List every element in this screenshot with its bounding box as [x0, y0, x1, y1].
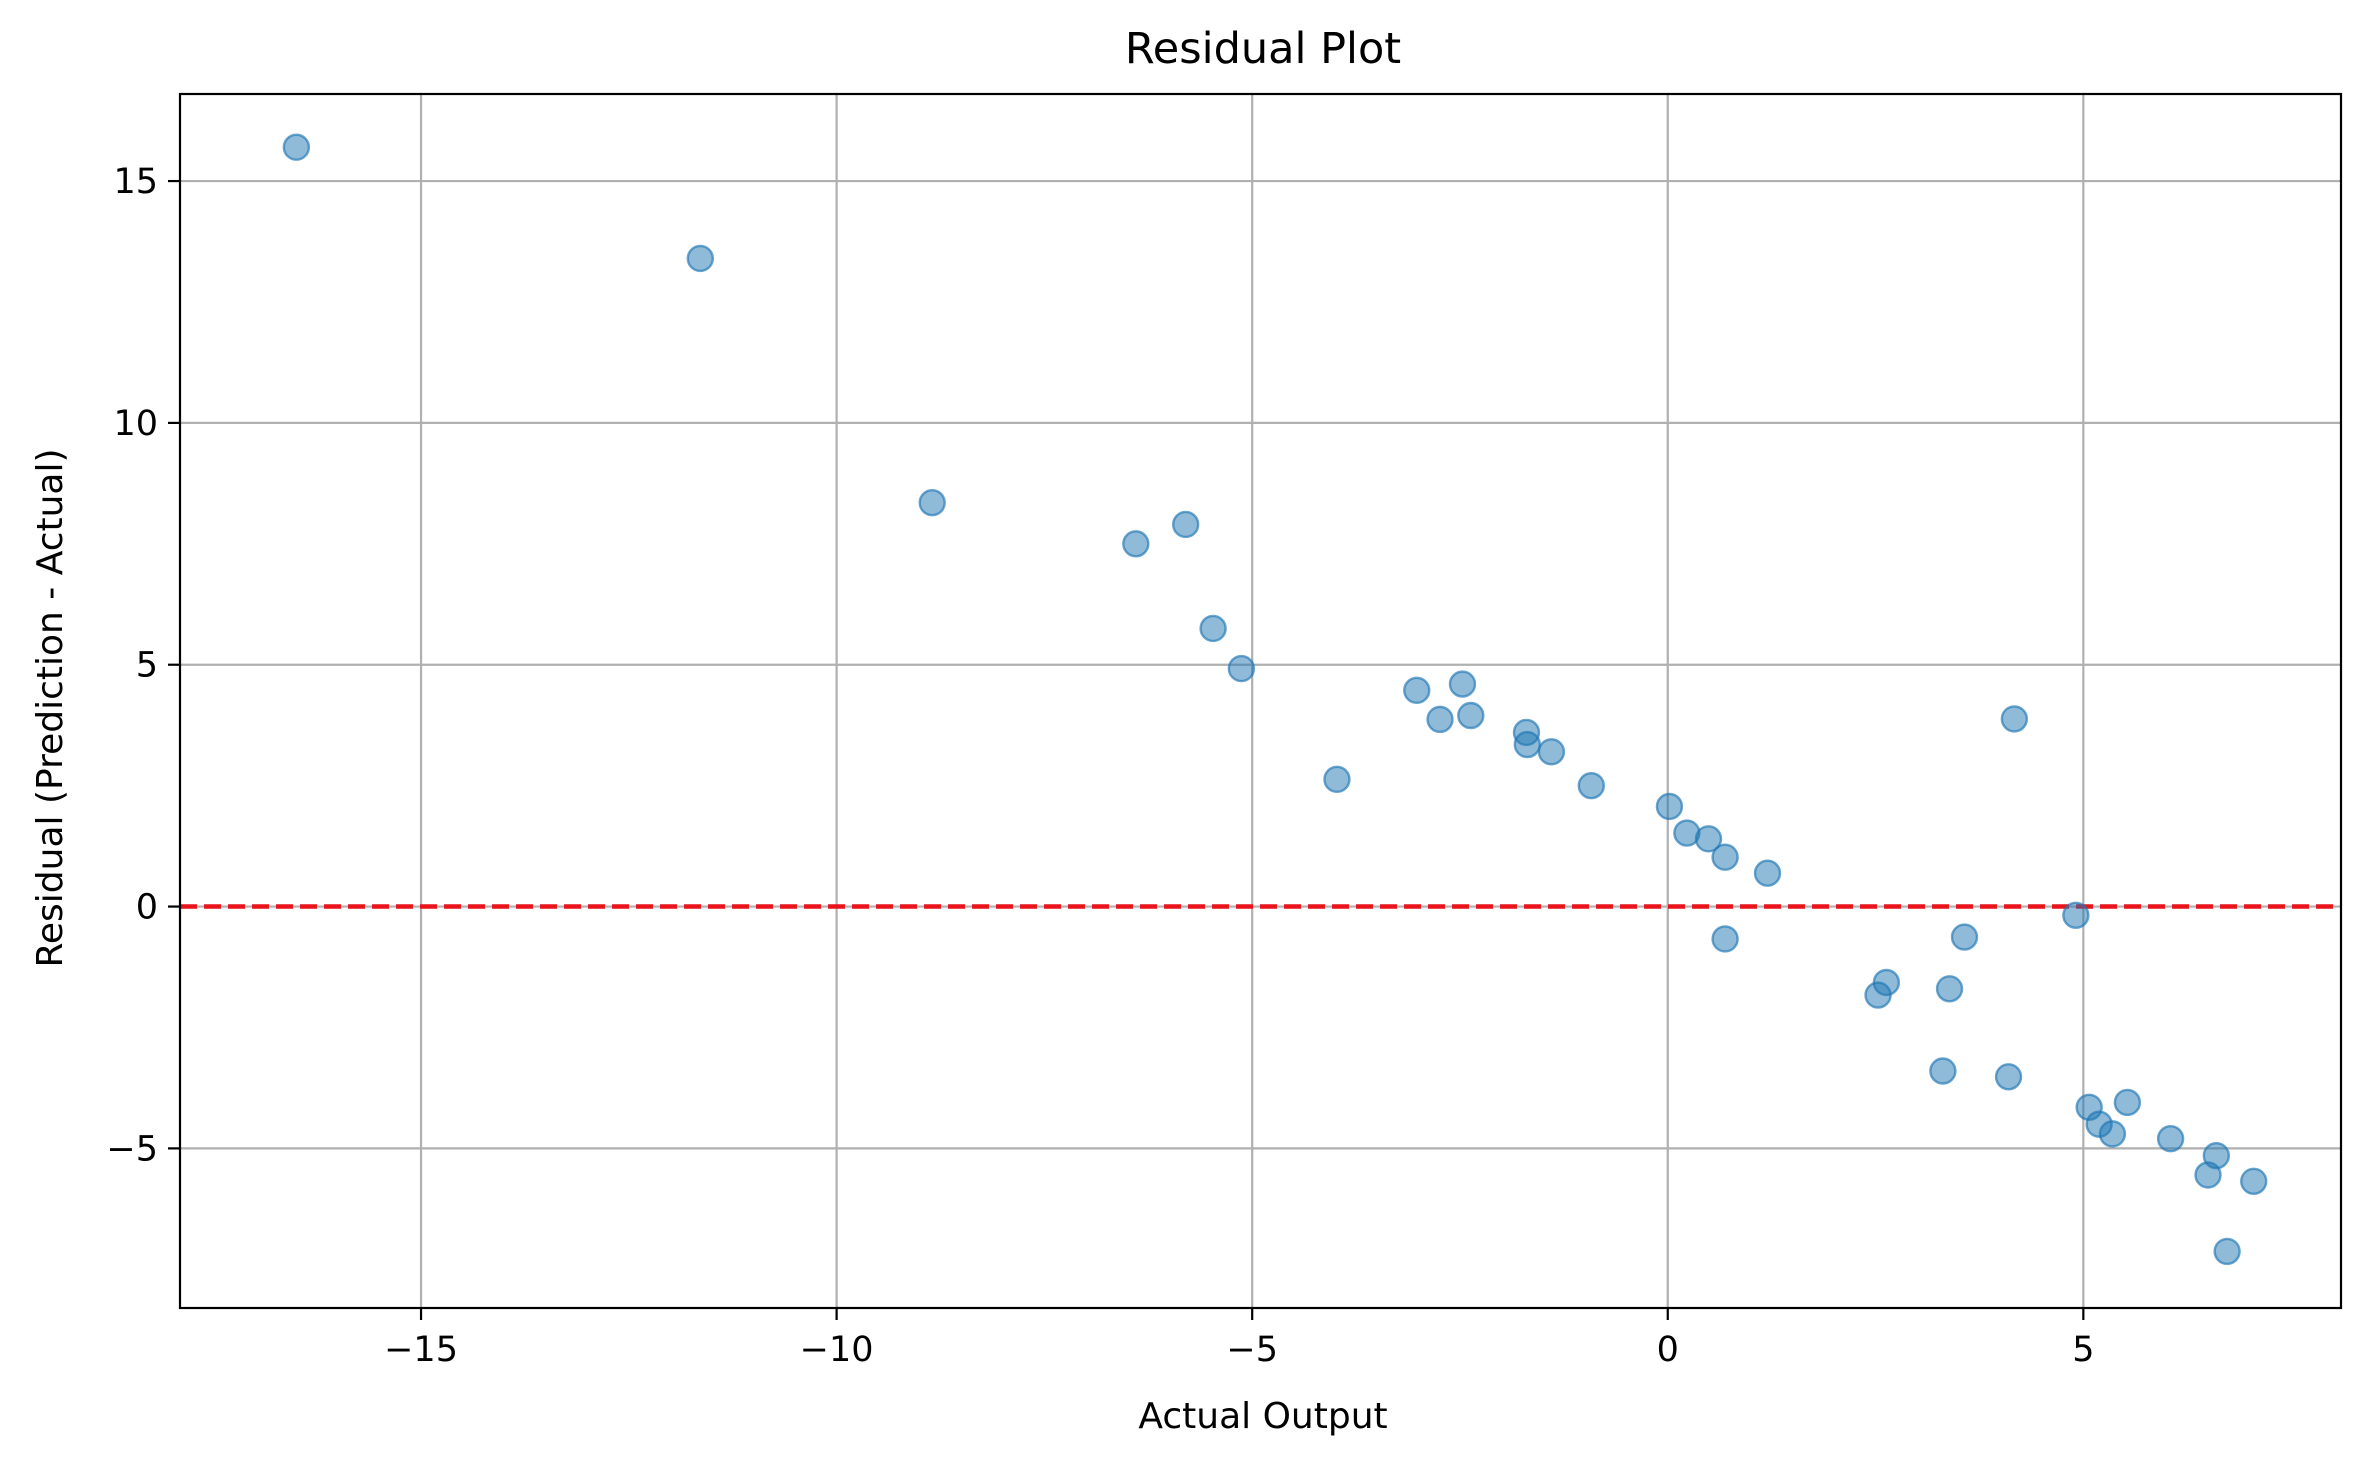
data-point: [2156, 1125, 2185, 1153]
data-point: [2240, 1167, 2268, 1195]
data-point: [1929, 1057, 1957, 1085]
data-point: [1457, 701, 1485, 730]
data-point: [1122, 530, 1150, 558]
data-point: [2098, 1120, 2127, 1148]
y-tick-label: −5: [106, 1129, 158, 1169]
data-point: [1448, 670, 1477, 698]
x-tick-label: −15: [384, 1330, 458, 1370]
data-point: [1994, 1063, 2023, 1091]
data-point: [282, 133, 311, 161]
data-point: [1403, 676, 1431, 705]
x-tick-label: −10: [800, 1330, 874, 1370]
x-axis-ticks: −15 −10 −5 0 5: [384, 1308, 2094, 1370]
data-point: [1872, 968, 1901, 997]
data-point: [1935, 975, 1964, 1003]
data-point: [1426, 705, 1454, 734]
y-axis-label: Residual (Prediction - Actual): [30, 448, 71, 967]
chart-title: Residual Plot: [1125, 24, 1401, 74]
data-point: [1323, 765, 1351, 794]
data-point: [1171, 510, 1200, 539]
data-point: [1753, 859, 1782, 887]
plot-frame: [178, 92, 2343, 1310]
y-tick-label: 5: [136, 646, 158, 686]
x-tick-label: 0: [1657, 1330, 1679, 1370]
y-tick-label: 10: [113, 404, 158, 444]
x-axis-label: Actual Output: [1138, 1396, 1387, 1437]
y-tick-label: 0: [136, 888, 158, 928]
data-point: [686, 244, 715, 273]
y-axis-ticks: −5 0 5 10 15: [106, 162, 180, 1169]
data-point: [1711, 925, 1739, 953]
data-point: [2000, 705, 2029, 733]
data-point: [1694, 825, 1723, 853]
y-tick-label: 15: [113, 162, 158, 202]
data-point: [1513, 730, 1542, 759]
data-point: [2062, 901, 2090, 929]
x-tick-label: 5: [2072, 1330, 2094, 1370]
scatter-points: [282, 133, 2268, 1266]
data-point: [2113, 1088, 2142, 1117]
data-point: [1227, 654, 1256, 683]
data-point: [1655, 792, 1684, 821]
data-point: [2213, 1237, 2241, 1266]
data-point: [1950, 923, 1979, 951]
x-tick-label: −5: [1226, 1330, 1278, 1370]
data-point: [1577, 771, 1605, 800]
data-point: [2202, 1141, 2231, 1170]
data-point: [918, 488, 946, 517]
data-point: [1537, 738, 1566, 766]
data-point: [1711, 843, 1739, 871]
data-point: [1199, 614, 1227, 643]
